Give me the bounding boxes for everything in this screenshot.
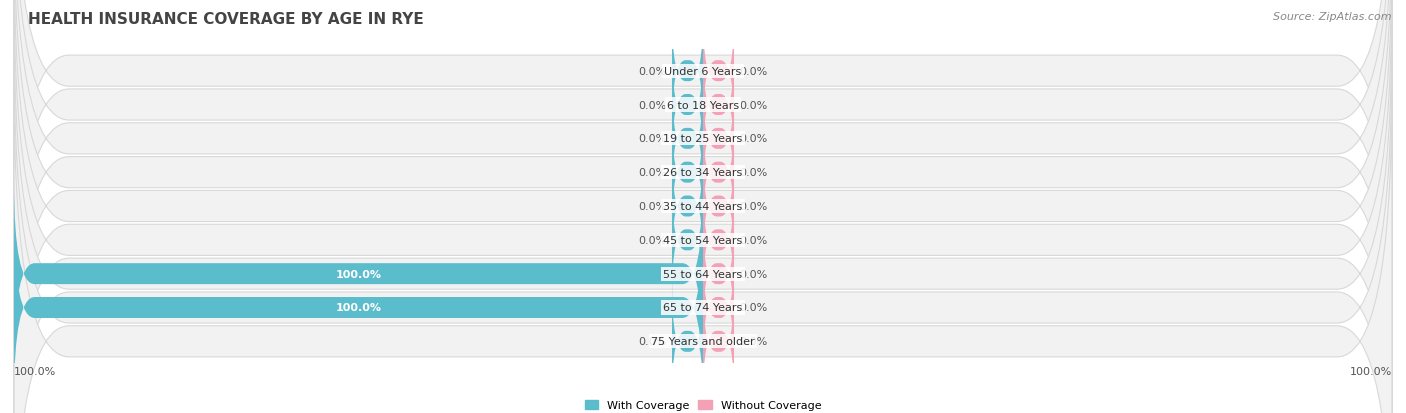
FancyBboxPatch shape [703, 217, 734, 331]
FancyBboxPatch shape [672, 150, 703, 263]
Text: 0.0%: 0.0% [740, 303, 768, 313]
Text: 0.0%: 0.0% [740, 66, 768, 76]
Text: 0.0%: 0.0% [638, 168, 666, 178]
FancyBboxPatch shape [703, 48, 734, 162]
Text: 0.0%: 0.0% [638, 66, 666, 76]
Text: 75 Years and older: 75 Years and older [651, 337, 755, 347]
Text: 65 to 74 Years: 65 to 74 Years [664, 303, 742, 313]
Text: 0.0%: 0.0% [740, 202, 768, 211]
FancyBboxPatch shape [703, 14, 734, 128]
FancyBboxPatch shape [14, 0, 1392, 413]
Text: 0.0%: 0.0% [638, 134, 666, 144]
Text: 0.0%: 0.0% [638, 337, 666, 347]
FancyBboxPatch shape [14, 217, 703, 399]
FancyBboxPatch shape [14, 19, 1392, 413]
FancyBboxPatch shape [672, 14, 703, 128]
FancyBboxPatch shape [14, 0, 1392, 326]
FancyBboxPatch shape [703, 183, 734, 297]
Text: 19 to 25 Years: 19 to 25 Years [664, 134, 742, 144]
Text: 26 to 34 Years: 26 to 34 Years [664, 168, 742, 178]
FancyBboxPatch shape [14, 0, 1392, 360]
FancyBboxPatch shape [703, 251, 734, 365]
Text: 100.0%: 100.0% [336, 269, 381, 279]
Text: Source: ZipAtlas.com: Source: ZipAtlas.com [1274, 12, 1392, 22]
Text: 0.0%: 0.0% [740, 235, 768, 245]
FancyBboxPatch shape [703, 116, 734, 230]
Text: 0.0%: 0.0% [740, 134, 768, 144]
FancyBboxPatch shape [14, 0, 1392, 413]
Text: 100.0%: 100.0% [1350, 366, 1392, 376]
FancyBboxPatch shape [14, 87, 1392, 413]
Text: 0.0%: 0.0% [740, 337, 768, 347]
Text: 0.0%: 0.0% [638, 202, 666, 211]
FancyBboxPatch shape [14, 183, 703, 365]
FancyBboxPatch shape [703, 150, 734, 263]
Text: 45 to 54 Years: 45 to 54 Years [664, 235, 742, 245]
Text: HEALTH INSURANCE COVERAGE BY AGE IN RYE: HEALTH INSURANCE COVERAGE BY AGE IN RYE [28, 12, 423, 27]
Text: 0.0%: 0.0% [740, 168, 768, 178]
Text: 35 to 44 Years: 35 to 44 Years [664, 202, 742, 211]
Text: 0.0%: 0.0% [740, 269, 768, 279]
Text: 0.0%: 0.0% [740, 100, 768, 110]
Text: 55 to 64 Years: 55 to 64 Years [664, 269, 742, 279]
FancyBboxPatch shape [672, 285, 703, 399]
FancyBboxPatch shape [672, 183, 703, 297]
Legend: With Coverage, Without Coverage: With Coverage, Without Coverage [581, 395, 825, 413]
Text: 0.0%: 0.0% [638, 100, 666, 110]
FancyBboxPatch shape [672, 48, 703, 162]
Text: Under 6 Years: Under 6 Years [665, 66, 741, 76]
Text: 0.0%: 0.0% [638, 235, 666, 245]
Text: 100.0%: 100.0% [336, 303, 381, 313]
FancyBboxPatch shape [672, 116, 703, 230]
FancyBboxPatch shape [14, 53, 1392, 413]
Text: 100.0%: 100.0% [14, 366, 56, 376]
FancyBboxPatch shape [14, 0, 1392, 394]
FancyBboxPatch shape [14, 0, 1392, 413]
FancyBboxPatch shape [703, 285, 734, 399]
FancyBboxPatch shape [703, 82, 734, 196]
Text: 6 to 18 Years: 6 to 18 Years [666, 100, 740, 110]
FancyBboxPatch shape [672, 82, 703, 196]
